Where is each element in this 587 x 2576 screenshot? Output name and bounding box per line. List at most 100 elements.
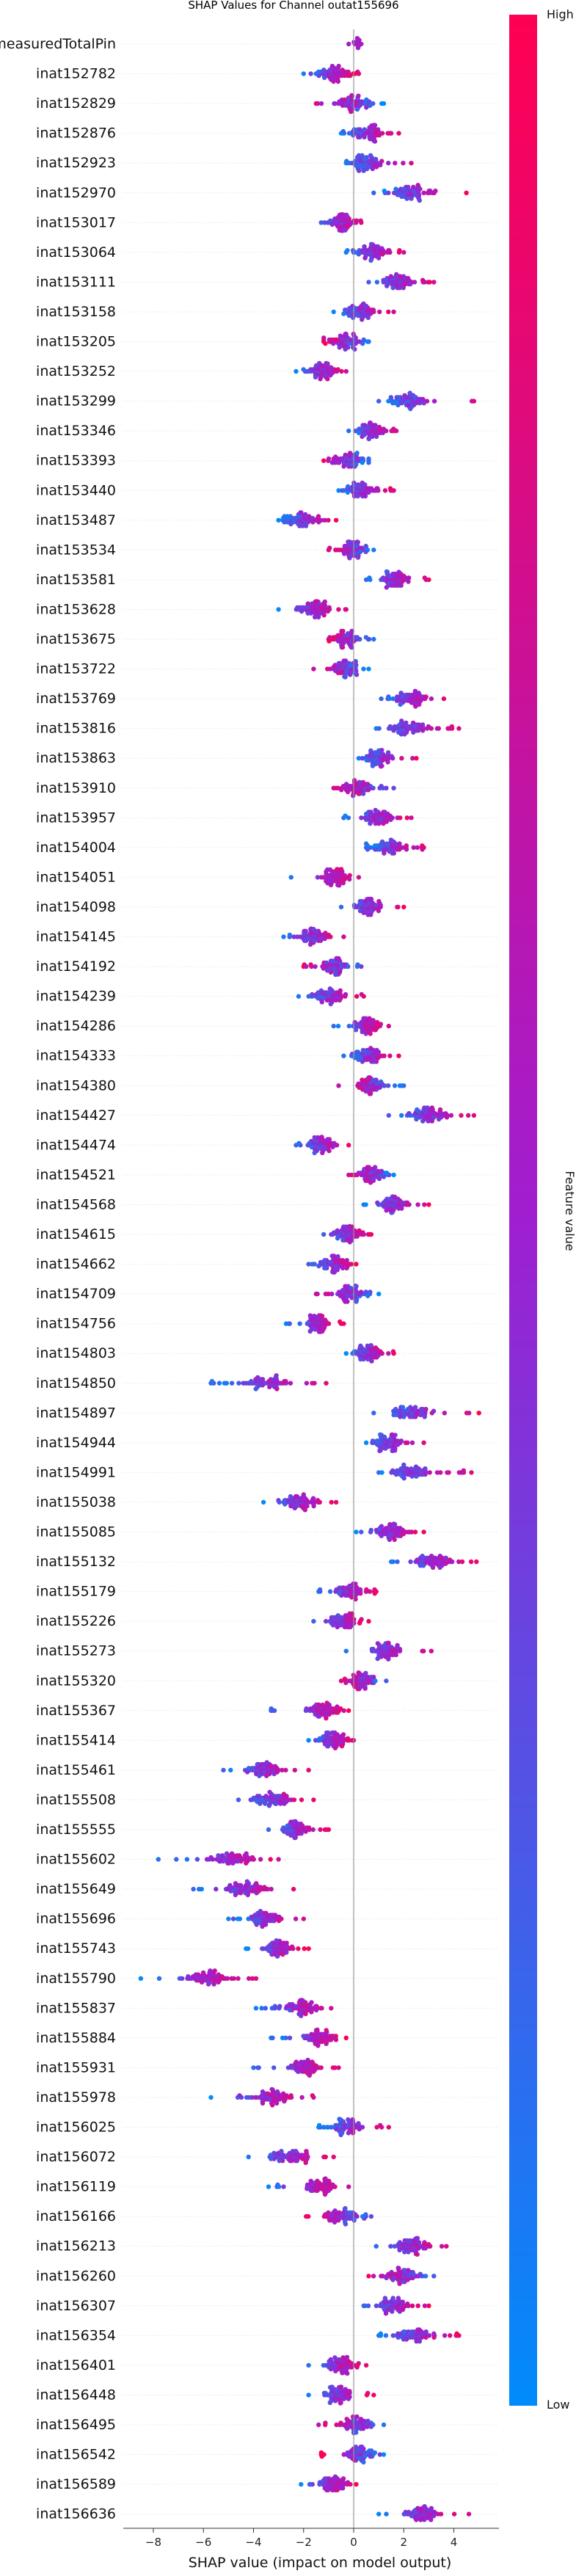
feature-label: inat154380 — [36, 1077, 116, 1094]
shap-point — [257, 1885, 262, 1890]
shap-point — [373, 434, 379, 440]
shap-point — [456, 1559, 462, 1565]
shap-point — [296, 1140, 302, 1146]
shap-point — [433, 188, 438, 194]
shap-point — [394, 395, 399, 400]
shap-point — [357, 248, 362, 253]
shap-point — [331, 341, 336, 346]
shap-point — [320, 1150, 325, 1156]
shap-point — [332, 1270, 337, 1275]
shap-point — [314, 2004, 319, 2009]
shap-point — [229, 1976, 234, 1981]
shap-point — [324, 2028, 329, 2033]
shap-point — [362, 493, 368, 499]
shap-point — [246, 1916, 251, 1921]
shap-point — [381, 821, 386, 826]
shap-point — [330, 990, 335, 995]
shap-point — [313, 614, 318, 619]
shap-point — [333, 547, 338, 553]
shap-point — [338, 333, 343, 338]
shap-point — [376, 1291, 382, 1297]
shap-point — [401, 904, 406, 910]
shap-point — [362, 255, 368, 261]
shap-point — [410, 1414, 415, 1419]
shap-point — [273, 1375, 278, 1380]
shap-point — [342, 97, 347, 103]
shap-point — [302, 938, 307, 943]
shap-point — [353, 1596, 358, 1602]
shap-point — [423, 1466, 428, 1471]
shap-point — [427, 1561, 432, 1566]
shap-point — [335, 1732, 340, 1737]
shap-point — [353, 1582, 358, 1587]
shap-point — [386, 1444, 392, 1449]
shap-point — [340, 1295, 346, 1300]
shap-point — [406, 1111, 412, 1116]
shap-point — [390, 815, 395, 821]
shap-point — [313, 2007, 319, 2013]
shap-point — [329, 1291, 335, 1297]
shap-point — [343, 308, 349, 313]
shap-point — [272, 1913, 278, 1918]
shap-point — [441, 1113, 446, 1118]
shap-point — [347, 876, 352, 882]
shap-point — [340, 103, 346, 108]
shap-point — [427, 280, 432, 285]
shap-point — [386, 190, 391, 195]
shap-point — [340, 1265, 346, 1271]
feature-label: inat153158 — [36, 304, 116, 320]
shap-point — [309, 2009, 314, 2015]
shap-point — [370, 900, 376, 906]
shap-point — [316, 1702, 321, 1708]
shap-point — [333, 997, 339, 1003]
shap-point — [329, 222, 335, 228]
shap-point — [359, 1617, 364, 1622]
shap-point — [370, 1166, 375, 1172]
shap-point — [340, 1237, 346, 1243]
feature-label: inat152923 — [36, 155, 116, 171]
shap-point — [365, 1680, 371, 1685]
feature-label: inat155602 — [36, 1852, 116, 1868]
shap-point — [406, 281, 412, 287]
shap-point — [357, 168, 362, 173]
shap-point — [398, 691, 404, 696]
shap-point — [328, 934, 333, 939]
shap-point — [277, 2004, 282, 2009]
shap-point — [349, 1237, 354, 1243]
shap-point — [342, 876, 347, 882]
shap-point — [316, 514, 321, 519]
shap-point — [334, 73, 339, 79]
shap-point — [319, 2006, 324, 2011]
shap-point — [412, 688, 418, 694]
shap-point — [390, 488, 395, 493]
shap-point — [336, 63, 341, 69]
feature-label: inat156119 — [36, 2179, 116, 2195]
shap-point — [363, 841, 369, 846]
shap-point — [365, 490, 371, 495]
shap-point — [291, 1797, 297, 1802]
shap-point — [325, 608, 330, 614]
shap-point — [368, 1046, 373, 1051]
shap-point — [216, 1853, 221, 1858]
shap-point — [404, 1200, 410, 1206]
shap-point — [400, 1200, 405, 1206]
shap-point — [346, 1143, 351, 1148]
shap-point — [393, 1438, 398, 1444]
shap-point — [368, 103, 373, 108]
shap-point — [306, 1946, 311, 1951]
shap-point — [299, 2095, 305, 2100]
shap-point — [325, 1137, 330, 1142]
shap-point — [399, 718, 404, 724]
shap-point — [412, 192, 418, 197]
shap-point — [404, 843, 409, 848]
shap-point — [307, 2073, 312, 2078]
shap-point — [289, 1944, 295, 1949]
feature-label: inat155414 — [36, 1732, 116, 1748]
shap-point — [258, 1383, 263, 1388]
shap-point — [211, 1982, 216, 1987]
shap-point — [356, 134, 361, 139]
feature-label: inat153581 — [36, 572, 116, 588]
shap-point — [335, 670, 341, 675]
shap-point — [464, 190, 469, 195]
feature-label: inat154944 — [36, 1435, 116, 1451]
